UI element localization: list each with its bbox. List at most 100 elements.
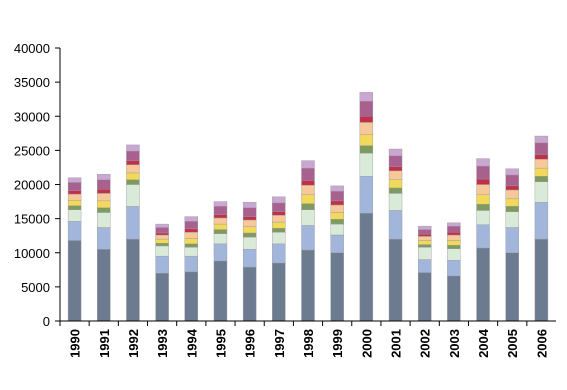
bar-segment bbox=[534, 181, 549, 203]
bar-segment bbox=[418, 272, 432, 322]
bar-segment bbox=[301, 194, 315, 204]
bar-segment bbox=[184, 271, 198, 322]
y-tick-label: 25000 bbox=[14, 143, 50, 158]
bar-segment bbox=[97, 249, 111, 322]
bar-segment bbox=[213, 214, 228, 219]
bar-segment bbox=[213, 201, 228, 207]
bar-segment bbox=[184, 243, 198, 248]
bar-segment bbox=[67, 240, 82, 322]
bar-segment bbox=[534, 135, 549, 144]
bar-segment bbox=[126, 206, 140, 240]
bar-segment bbox=[155, 273, 169, 322]
bar-segment bbox=[97, 174, 111, 180]
bar-segment bbox=[388, 179, 403, 189]
bar-segment bbox=[505, 211, 519, 228]
bar-segment bbox=[126, 144, 140, 152]
bar-segment bbox=[330, 204, 344, 213]
bar-segment bbox=[301, 160, 315, 169]
bar-segment bbox=[242, 236, 257, 250]
bar-segment bbox=[359, 176, 374, 214]
bar-segment bbox=[418, 240, 432, 245]
bar-segment bbox=[447, 248, 461, 261]
bar-segment bbox=[242, 232, 257, 238]
bar-segment bbox=[447, 240, 461, 246]
bar-segment bbox=[126, 150, 140, 161]
bar-segment bbox=[126, 172, 140, 180]
bar-segment bbox=[447, 225, 461, 233]
bar-segment bbox=[272, 196, 286, 204]
bar-segment bbox=[155, 255, 169, 274]
bar-segment bbox=[213, 260, 228, 322]
bar-segment bbox=[242, 216, 257, 221]
bar-segment bbox=[242, 226, 257, 234]
x-tick-label: 1992 bbox=[126, 329, 141, 358]
y-tick-label: 40000 bbox=[14, 41, 50, 56]
x-tick-label: 1999 bbox=[330, 329, 345, 358]
bar-segment bbox=[505, 185, 519, 191]
y-tick-label: 10000 bbox=[14, 246, 50, 261]
bar-segment bbox=[330, 212, 344, 220]
bar-segment bbox=[67, 182, 82, 191]
bar-segment bbox=[359, 145, 374, 154]
bar-segment bbox=[272, 232, 286, 245]
bar-segment bbox=[505, 198, 519, 207]
x-tick-label: 1995 bbox=[213, 329, 228, 358]
bar-segment bbox=[447, 232, 461, 236]
bar-segment bbox=[97, 200, 111, 208]
bar-segment bbox=[242, 266, 257, 322]
bar-segment bbox=[67, 209, 82, 222]
bar-segment bbox=[388, 238, 403, 322]
y-tick-label: 15000 bbox=[14, 212, 50, 227]
bar-segment bbox=[505, 206, 519, 212]
bar-segment bbox=[184, 247, 198, 257]
bar-segment bbox=[388, 170, 403, 180]
bar-segment bbox=[213, 206, 228, 215]
bar-segment bbox=[155, 223, 169, 228]
bar-segment bbox=[330, 191, 344, 202]
bar-segment bbox=[330, 223, 344, 236]
bar-segment bbox=[534, 154, 549, 160]
bar-segment bbox=[359, 122, 374, 135]
bar-segment bbox=[97, 207, 111, 213]
bar-segment bbox=[213, 233, 228, 245]
bar-segment bbox=[184, 216, 198, 222]
x-tick-label: 2003 bbox=[447, 329, 462, 358]
bar-segment bbox=[97, 227, 111, 250]
x-tick-label: 2001 bbox=[389, 329, 404, 358]
bar-segment bbox=[272, 221, 286, 229]
bar-segment bbox=[359, 92, 374, 102]
bar-segment bbox=[126, 184, 140, 207]
bar-segment bbox=[359, 212, 374, 322]
x-tick-label: 1997 bbox=[272, 329, 287, 358]
bar-segment bbox=[330, 200, 344, 206]
bar-segment bbox=[418, 244, 432, 248]
bar-segment bbox=[534, 159, 549, 169]
bar-segment bbox=[476, 194, 490, 205]
x-tick-label: 2005 bbox=[505, 329, 520, 358]
bar-segment bbox=[242, 202, 257, 208]
bar-segment bbox=[505, 189, 519, 200]
bar-segment bbox=[301, 225, 315, 251]
bar-segment bbox=[359, 134, 374, 146]
bar-segment bbox=[418, 259, 432, 273]
bar-segment bbox=[301, 180, 315, 186]
bar-segment bbox=[301, 184, 315, 195]
bar-segment bbox=[534, 167, 549, 177]
bar-segment bbox=[126, 164, 140, 174]
x-tick-label: 2006 bbox=[534, 329, 549, 358]
bar-segment bbox=[418, 234, 432, 237]
x-tick-label: 1998 bbox=[301, 329, 316, 358]
bar-segment bbox=[447, 275, 461, 322]
bar-segment bbox=[359, 116, 374, 123]
bar-segment bbox=[97, 179, 111, 190]
bar-segment bbox=[388, 155, 403, 167]
bar-segment bbox=[418, 236, 432, 241]
bar-segment bbox=[272, 262, 286, 322]
x-tick-label: 2004 bbox=[476, 328, 491, 358]
bar-segment bbox=[67, 205, 82, 210]
bar-segment bbox=[97, 193, 111, 202]
bar-segment bbox=[301, 203, 315, 210]
bar-segment bbox=[534, 176, 549, 182]
bar-segment bbox=[155, 234, 169, 240]
